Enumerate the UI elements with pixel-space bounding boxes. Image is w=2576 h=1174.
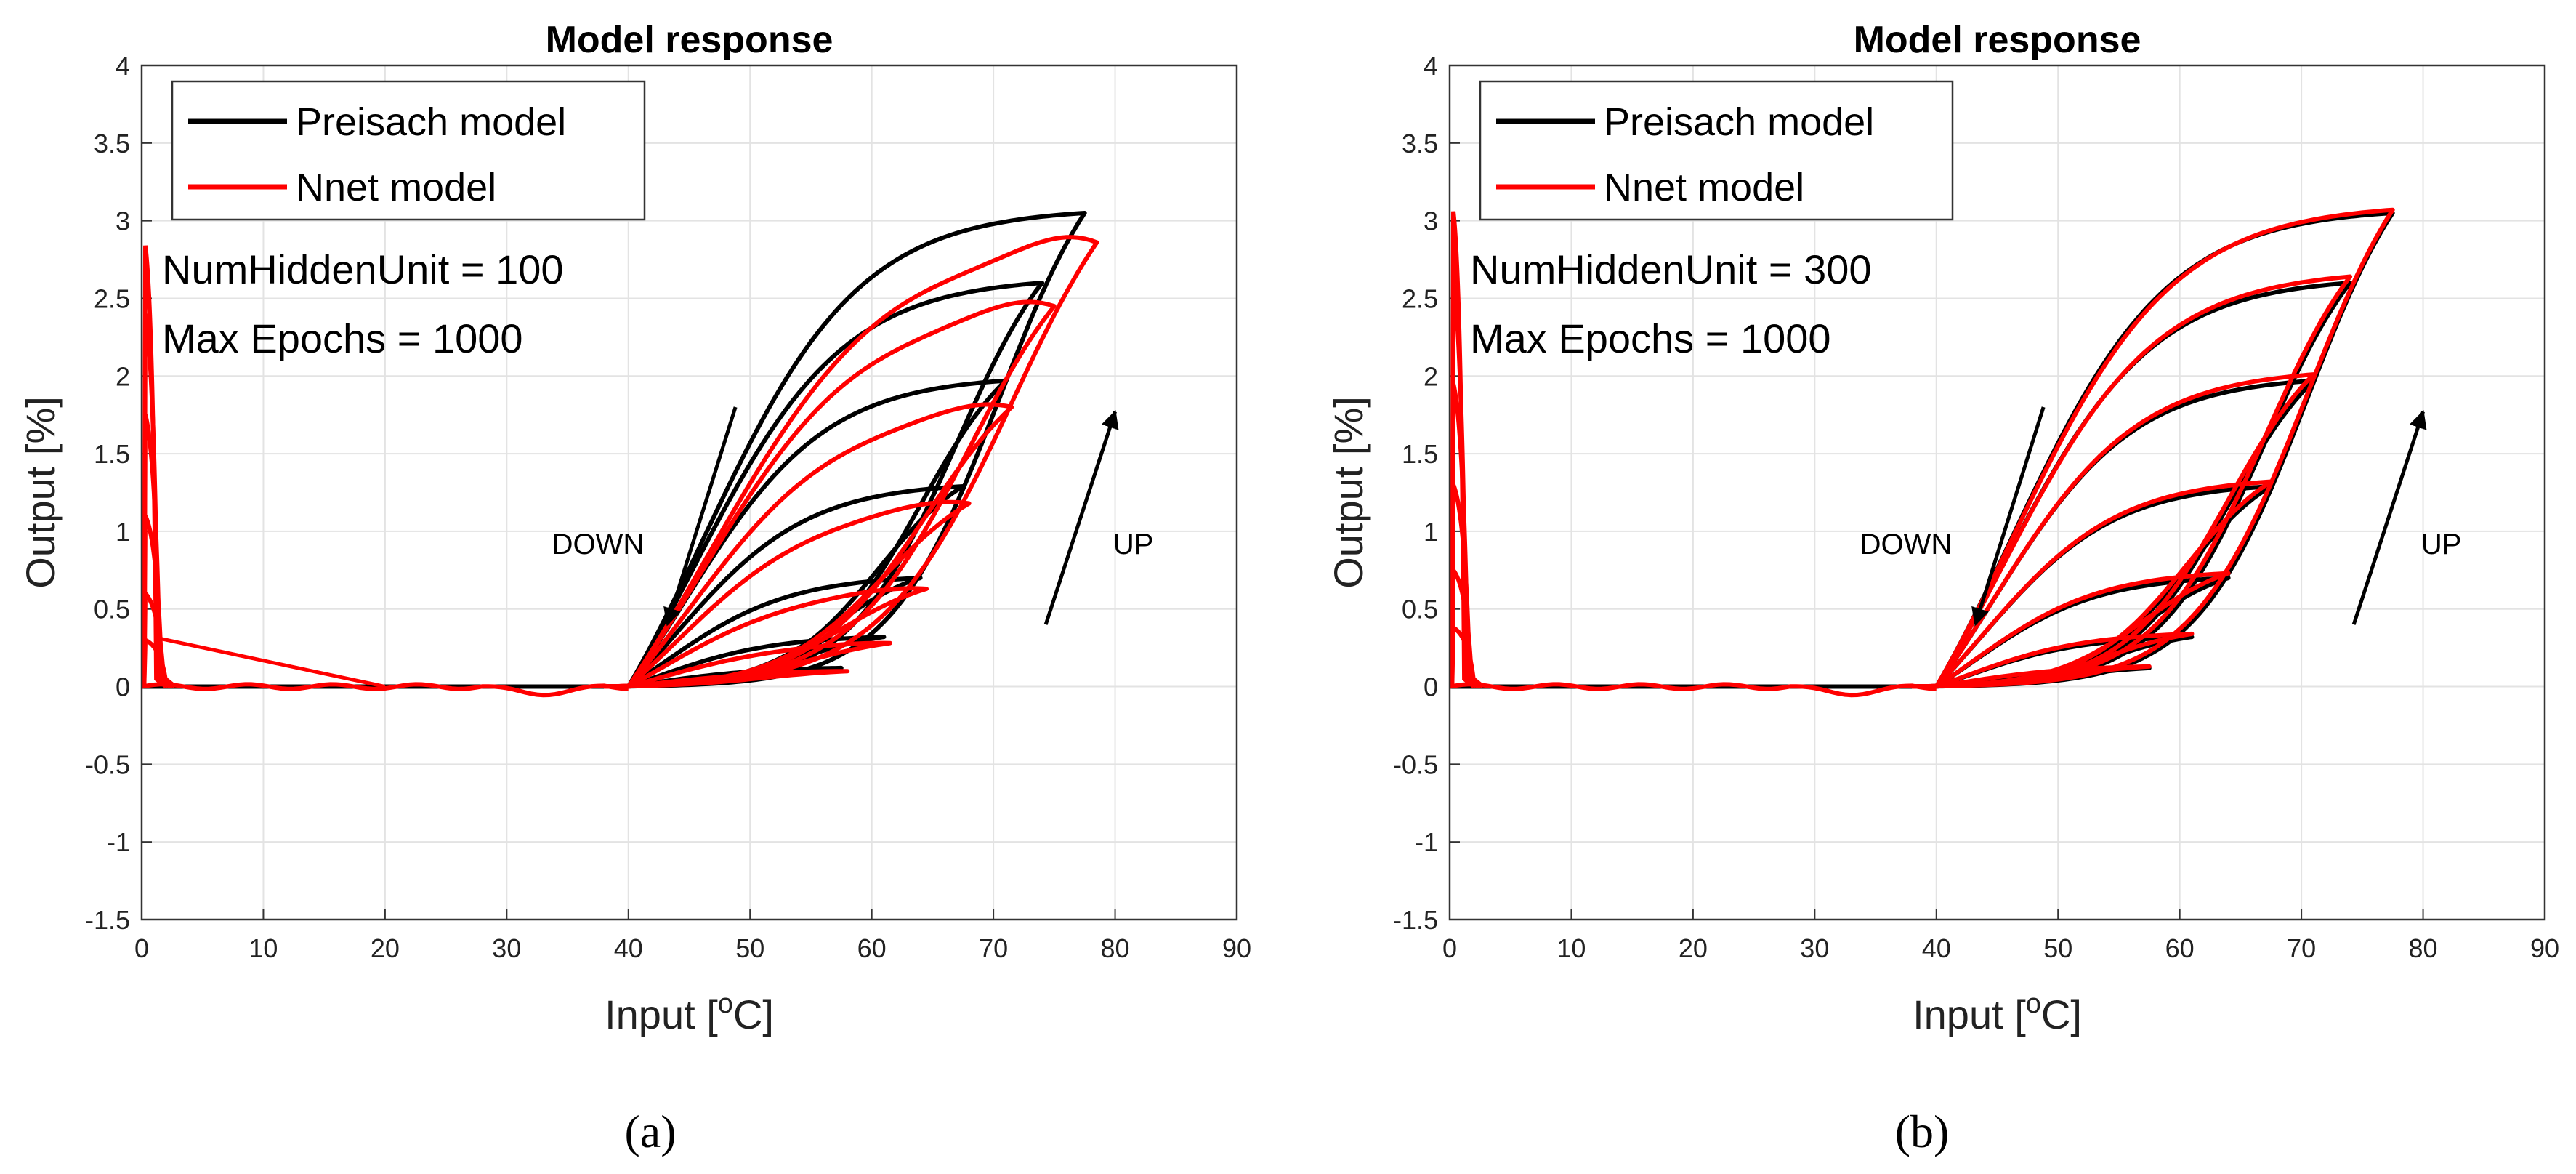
y-tick-label: 0.5 [1402,595,1438,624]
up-arrow [1043,410,1119,625]
y-tick-label: 1 [116,517,130,547]
x-tick-label: 60 [857,933,887,963]
plot-curves [1450,207,2395,698]
y-tick-label: -0.5 [1393,749,1438,779]
x-axis-label-text: Input [ [1913,992,2026,1037]
x-tick-label: 20 [1679,933,1708,963]
x-axis-label-superscript: o [2026,989,2041,1019]
legend-box [1479,80,1954,221]
chart-panel-b: 0 10 20 30 40 50 60 70 80 90 -1.5 -1 -0.5 0 0.5 1 1.5 2 2.… [1308,0,2576,1174]
x-tick-label: 10 [249,933,278,963]
param-text: NumHiddenUnit = 300 [1470,246,1872,292]
y-tick-label: 4 [1424,51,1438,81]
legend-label: Preisach model [1604,100,1874,144]
y-tick-label: 3 [1424,206,1438,236]
x-tick-label: 0 [134,933,149,963]
y-tick-label: 1.5 [94,439,130,469]
x-axis-label-superscript: o [718,989,733,1019]
down-arrow [1971,406,2046,627]
chart-title: Model response [1854,19,2141,61]
param-text: Max Epochs = 1000 [162,315,523,361]
x-tick-label: 50 [2043,933,2072,963]
panel-label-a: (a) [624,1106,677,1157]
x-tick-label: 80 [1101,933,1130,963]
legend-label: Nnet model [1604,166,1804,209]
legend-label: Nnet model [296,166,496,209]
y-tick-label: -0.5 [85,749,130,779]
nnet-loop [1912,664,2152,689]
x-tick-label: 40 [614,933,643,963]
chart-title: Model response [546,19,833,61]
x-tick-label: 70 [2287,933,2316,963]
legend-box [171,80,646,221]
nnet-initial-spike [142,636,177,688]
y-tick-label: 0 [1424,672,1438,702]
up-arrow [2351,410,2427,625]
x-axis-label: Input [oC] [1913,989,2082,1037]
y-tick-label: 1.5 [1402,439,1438,469]
x-axis-label: Input [oC] [605,989,774,1037]
y-tick-label: -1 [107,827,130,857]
y-tick-label: 4 [116,51,130,81]
x-tick-label: 30 [492,933,521,963]
x-tick-label: 80 [2409,933,2438,963]
legend-label: Preisach model [296,100,566,144]
axes-box [1448,64,2546,921]
x-axis-label-text: Input [ [605,992,718,1037]
nnet-baseline [1450,682,1937,698]
up-annotation: UP [2421,528,2462,560]
y-tick-label: 2.5 [1402,284,1438,313]
x-tick-label: 0 [1442,933,1457,963]
y-axis-label: Output [%] [17,396,63,589]
y-tick-label: 0 [116,672,130,702]
x-tick-label: 70 [979,933,1008,963]
param-text: Max Epochs = 1000 [1470,315,1831,361]
up-annotation: UP [1113,528,1154,560]
axes-box [140,64,1238,921]
legend: Preisach model Nnet model [1479,80,1954,221]
nnet-baseline [142,682,629,698]
nnet-tail-segment [159,636,386,688]
legend: Preisach model Nnet model [171,80,646,221]
y-tick-label: 3 [116,206,130,236]
panel-label-b: (b) [1894,1106,1950,1157]
y-tick-label: 0.5 [94,595,130,624]
x-tick-label: 50 [735,933,764,963]
y-tick-label: -1 [1415,827,1438,857]
y-tick-label: 3.5 [94,129,130,158]
y-axis-label: Output [%] [1325,396,1371,589]
param-text: NumHiddenUnit = 100 [162,246,564,292]
y-tick-label: 1 [1424,517,1438,547]
y-tick-label: 3.5 [1402,129,1438,158]
y-tick-label: 2 [1424,361,1438,391]
x-tick-label: 90 [2530,933,2559,963]
y-tick-label: 2 [116,361,130,391]
down-annotation: DOWN [552,528,645,560]
plot-curves [142,211,1099,698]
y-tick-label: -1.5 [85,905,130,935]
x-tick-label: 40 [1922,933,1951,963]
x-tick-label: 60 [2165,933,2195,963]
down-arrow [663,406,738,627]
nnet-loop [1912,207,2395,689]
x-tick-label: 10 [1556,933,1586,963]
chart-panel-a: 0 10 20 30 40 50 60 70 80 90 -1.5 -1 -0.5 0 0.5 1 1.5 2 2.… [17,19,1251,1157]
nnet-initial-spike [1450,624,1485,688]
down-annotation: DOWN [1860,528,1953,560]
nnet-loop [604,669,850,689]
chart-b: 0 10 20 30 40 50 60 70 80 90 -1.5 -1 -0.5 0 0.5 1 1.5 2 2.… [1325,19,2559,1037]
x-axis-label-unit: C] [733,992,774,1037]
x-tick-label: 20 [371,933,400,963]
x-axis-label-unit: C] [2041,992,2082,1037]
x-tick-label: 30 [1800,933,1829,963]
chart-a: 0 10 20 30 40 50 60 70 80 90 -1.5 -1 -0.5 0 0.5 1 1.5 2 2.… [17,19,1251,1037]
y-tick-label: -1.5 [1393,905,1438,935]
y-tick-label: 2.5 [94,284,130,313]
x-tick-label: 90 [1222,933,1251,963]
